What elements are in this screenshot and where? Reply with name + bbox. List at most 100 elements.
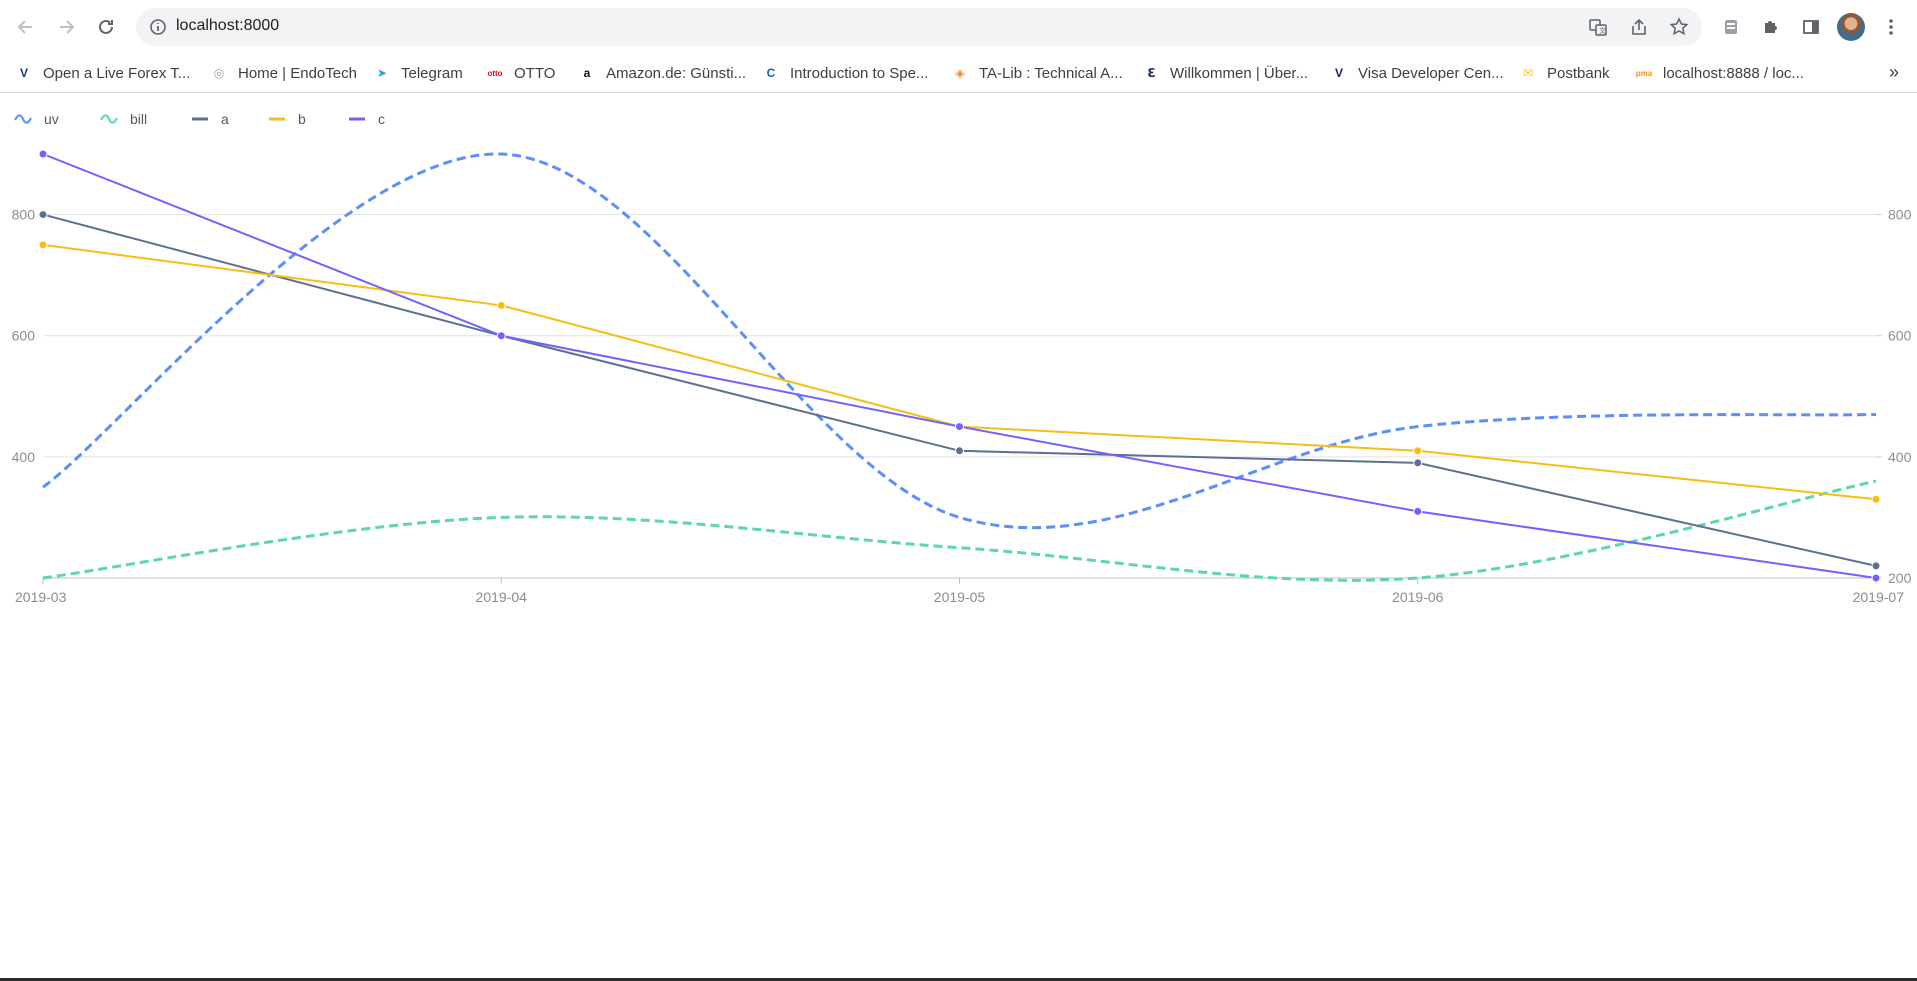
menu-button[interactable] [1874,10,1908,44]
data-point-b[interactable] [1871,494,1881,504]
data-point-b[interactable] [1413,446,1423,456]
series-line-bill [42,479,1877,582]
bookmark-item[interactable]: C Introduction to Spe... [762,54,929,92]
phpmyadmin-icon: pma [1635,68,1653,78]
line-marker-icon [192,117,208,121]
bookmark-item[interactable]: ✉ Postbank [1519,54,1610,92]
series-line-b [42,243,1877,501]
bookmark-label: localhost:8888 / loc... [1663,64,1804,82]
data-point-a[interactable] [1413,458,1423,468]
telegram-icon: ➤ [376,66,388,80]
data-point-c[interactable] [955,422,964,432]
browser-toolbar: localhost:8000 文 [0,0,1917,54]
talib-icon: ◈ [955,66,965,80]
x-tick-label: 2019-07 [1853,589,1905,605]
v-logo-icon: V [19,66,28,80]
bookmark-label: TA-Lib : Technical A... [979,64,1123,82]
bookmark-item[interactable]: V Open a Live Forex T... [15,54,190,92]
x-tick-label: 2019-05 [934,589,986,605]
wave-marker-icon [100,114,118,124]
legend-item-bill[interactable]: bill [100,111,147,127]
bookmark-item[interactable]: otto OTTO [486,54,555,92]
bookmark-label: Willkommen | Über... [1170,64,1309,82]
legend-item-a[interactable]: a [191,111,229,127]
y-right-tick-label: 800 [1888,207,1912,223]
bookmark-item[interactable]: V Visa Developer Cen... [1330,54,1504,92]
svg-text:文: 文 [1599,26,1606,35]
legend-label: c [378,111,385,127]
alpha-logo-icon: ℇ [1147,66,1155,80]
endotech-icon: ◎ [213,66,225,80]
reload-button[interactable] [89,10,123,44]
x-tick-label: 2019-06 [1392,589,1444,605]
document-extension-icon [1725,20,1737,34]
y-left-tick-label: 600 [12,328,36,344]
c-logo-icon: C [766,66,776,80]
postbank-icon: ✉ [1522,66,1534,80]
legend-label: bill [130,111,148,127]
kebab-menu-icon [1889,19,1893,35]
data-point-a[interactable] [38,210,48,220]
bookmark-item[interactable]: a Amazon.de: Günsti... [578,54,746,92]
bookmark-item[interactable]: ➤ Telegram [373,54,463,92]
data-point-c[interactable] [496,331,506,341]
side-panel-icon [1803,20,1819,34]
side-panel-button[interactable] [1794,10,1828,44]
y-left-tick-label: 400 [12,449,36,465]
series-line-uv [42,152,1877,530]
bookmark-item[interactable]: ◎ Home | EndoTech [210,54,357,92]
data-point-c[interactable] [1871,573,1881,583]
data-point-c[interactable] [38,149,48,159]
extension-button[interactable] [1714,10,1748,44]
forward-button[interactable] [49,10,83,44]
arrow-left-icon [17,20,32,34]
chevron-double-right-icon[interactable]: » [1888,62,1899,82]
legend-item-c[interactable]: c [348,111,385,127]
back-button[interactable] [9,10,43,44]
y-left-tick-label: 800 [12,207,36,223]
bookmark-label: Home | EndoTech [238,64,357,82]
bookmark-label: Postbank [1547,64,1610,82]
bookmark-label: Telegram [401,64,463,82]
profile-button[interactable] [1834,10,1868,44]
legend-label: b [298,111,306,127]
data-point-a[interactable] [955,446,964,456]
series-line-a [42,213,1877,567]
bookmark-label: Open a Live Forex T... [43,64,191,82]
y-right-tick-label: 400 [1888,449,1912,465]
data-point-c[interactable] [1413,506,1423,516]
x-tick-label: 2019-03 [15,589,67,605]
y-right-tick-label: 200 [1888,570,1912,586]
extensions-button[interactable] [1754,10,1788,44]
bookmarks-bar: V Open a Live Forex T... ◎ Home | EndoTech ➤… [0,54,1917,93]
bookmark-item[interactable]: ℇ Willkommen | Über... [1142,54,1308,92]
amazon-icon: a [583,66,591,80]
bookmark-label: Visa Developer Cen... [1358,64,1504,82]
url-text[interactable]: localhost:8000 [176,17,280,34]
legend-item-uv[interactable]: uv [14,111,59,127]
data-point-b[interactable] [496,300,506,310]
y-right-tick-label: 600 [1888,328,1912,344]
bookmark-item[interactable]: pma localhost:8888 / loc... [1635,54,1804,92]
otto-icon: otto [487,68,503,78]
data-point-b[interactable] [38,240,48,250]
arrow-right-icon [60,20,75,34]
data-point-a[interactable] [1871,561,1881,571]
bookmark-item[interactable]: ◈ TA-Lib : Technical A... [951,54,1123,92]
line-marker-icon [349,117,365,121]
avatar [1837,13,1865,41]
wave-marker-icon [14,114,32,124]
bookmark-label: OTTO [514,64,556,82]
translate-icon[interactable]: 文 [1588,17,1608,37]
bookmark-label: Introduction to Spe... [790,64,929,82]
legend-item-b[interactable]: b [268,111,306,127]
address-bar[interactable]: localhost:8000 文 [136,8,1702,46]
share-icon[interactable] [1629,17,1649,37]
info-icon[interactable] [148,17,168,37]
star-icon[interactable] [1669,17,1689,37]
series-line-c [42,153,1877,579]
line-chart: 400 600 800 200 400 600 800 2019-03 2019-04 2019-… [12,149,1912,605]
line-marker-icon [269,117,285,121]
legend-label: a [221,111,229,127]
visa-icon: V [1334,66,1343,80]
